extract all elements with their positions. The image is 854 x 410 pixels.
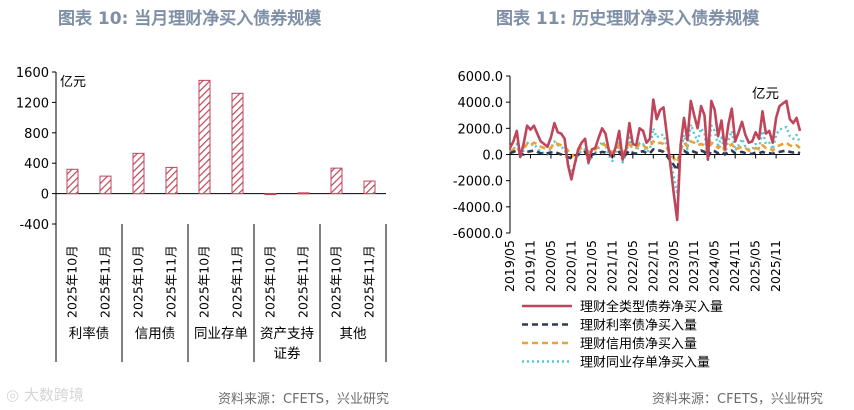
unit-label: 亿元 [752,86,779,102]
unit-label: 亿元 [60,75,86,90]
y-tick-label: 2000.0 [458,122,504,137]
x-tick-label: 2019/11 [522,240,537,292]
legend-label: 理财利率债净买入量 [580,318,697,334]
y-tick-label: 400 [24,157,49,172]
group-label: 资产支持 [260,326,314,342]
series-line [508,98,802,222]
right-chart-title: 图表 11: 历史理财净买入债券规模 [496,9,760,29]
legend-label: 理财全类型债券净买入量 [580,299,723,315]
group-label: 其他 [340,326,367,342]
legend-label: 理财信用债净买入量 [580,337,697,352]
watermark-icon: ◎ [6,386,20,404]
series-line [509,148,801,172]
bar [231,92,244,195]
left-source-note: 资料来源：CFETS，兴业研究 [218,392,389,407]
bar [132,152,145,195]
x-tick-label: 2025年10月 [131,245,146,318]
group-label: 同业存单 [194,326,248,342]
y-tick-label: 1600 [16,66,49,81]
series-line [509,140,801,164]
x-tick-label: 2025年11月 [230,245,245,318]
x-tick-label: 2025年11月 [98,245,113,318]
x-tick-label: 2025年10月 [197,245,212,318]
x-tick-label: 2021/11 [604,240,619,292]
x-tick-label: 2023/11 [686,240,701,292]
y-tick-label: 4000.0 [458,96,504,111]
x-tick-label: 2025年11月 [362,245,377,318]
group-label: 证券 [274,346,301,362]
watermark-text: 大数跨境 [23,386,84,404]
y-tick-label: 1200 [16,96,49,111]
bar [99,175,112,195]
x-tick-label: 2024/05 [707,240,722,292]
x-tick-label: 2025年10月 [263,245,278,318]
bar [363,180,376,195]
x-tick-label: 2019/05 [502,240,517,292]
group-label: 利率债 [69,325,110,342]
y-tick-label: -4000.0 [453,201,503,216]
bar [198,79,211,195]
left-chart-title: 图表 10: 当月理财净买入债券规模 [58,9,322,29]
bar [165,166,178,195]
x-tick-label: 2020/05 [543,240,558,292]
left-bar-chart: -400 0 400 800 1200 1600 亿元 2025年10月 2025年11月 202… [16,66,387,362]
right-line-chart: -6000.0 -4000.0 -2000.0 0.0 2000.0 4000.0 6000… [453,70,802,371]
y-tick-label: 0.0 [482,149,503,164]
y-tick-label: 0 [41,188,49,203]
x-tick-label: 2022/11 [645,240,660,292]
x-tick-label: 2025/11 [768,240,783,292]
x-tick-label: 2025年11月 [164,245,179,318]
x-tick-label: 2023/05 [666,240,681,292]
bar [297,192,310,195]
bar [264,193,277,196]
x-tick-label: 2022/05 [625,240,640,292]
y-tick-label: -6000.0 [453,227,503,242]
x-tick-label: 2024/11 [727,240,742,292]
y-tick-label: -400 [19,218,49,233]
x-tick-label: 2025年10月 [329,245,344,318]
group-label: 信用债 [135,326,176,342]
x-tick-label: 2025/05 [748,240,763,292]
x-tick-label: 2025年10月 [65,245,80,318]
y-tick-label: 800 [24,127,49,142]
right-source-note: 资料来源：CFETS，兴业研究 [652,392,823,407]
x-tick-label: 2025年11月 [296,245,311,318]
y-tick-label: -2000.0 [453,175,503,190]
bar [66,168,79,195]
bar [330,167,343,195]
y-tick-label: 6000.0 [458,70,504,85]
x-tick-label: 2020/11 [563,240,578,292]
watermark-logo: ◎ 大数跨境 [6,384,84,405]
legend-label: 理财同业存单净买入量 [580,356,710,371]
x-tick-label: 2021/05 [584,240,599,292]
